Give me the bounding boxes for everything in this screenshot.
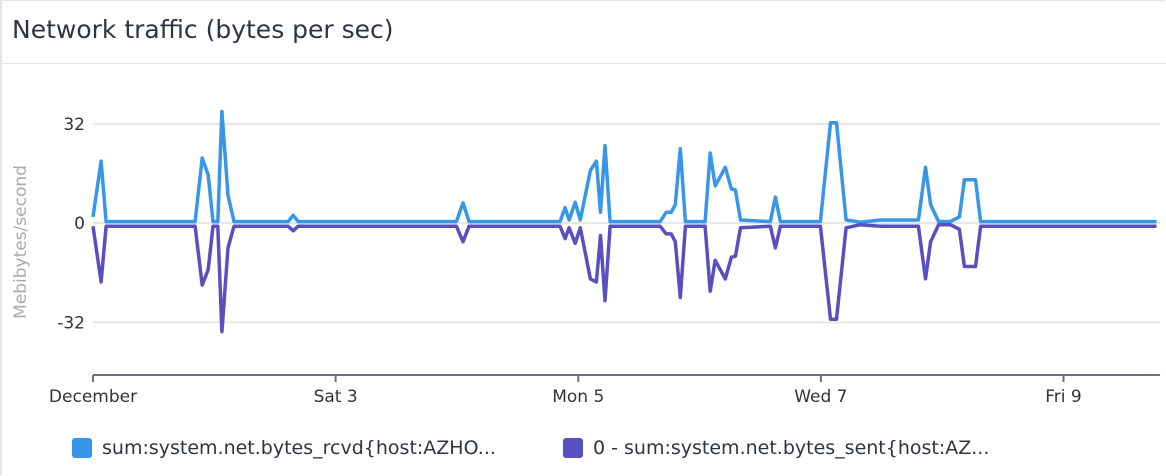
legend-swatch-rcvd [72,438,92,458]
widget-title: Network traffic (bytes per sec) [12,15,394,44]
x-tick-label: Fri 9 [1045,387,1081,407]
x-tick-label: Sat 3 [314,387,358,407]
y-tick-label: -32 [57,313,85,333]
y-tick-label: 32 [63,115,85,135]
legend-swatch-sent [563,438,583,458]
x-tick-label: Mon 5 [552,387,604,407]
x-tick-label: Wed 7 [794,387,847,407]
legend-label-sent: 0 - sum:system.net.bytes_sent{host:AZ... [593,437,990,459]
y-tick-label: 0 [74,214,85,234]
x-tick-label: December [49,387,137,407]
widget-header: Network traffic (bytes per sec) [0,0,1166,64]
legend-item-sent[interactable]: 0 - sum:system.net.bytes_sent{host:AZ... [563,437,989,459]
series-line-1 [91,222,1157,334]
legend-item-rcvd[interactable]: sum:system.net.bytes_rcvd{host:AZHO... [72,437,496,459]
y-axis-label: Mebibytes/second [11,165,31,319]
legend-label-rcvd: sum:system.net.bytes_rcvd{host:AZHO... [102,437,496,459]
series-line-0 [91,109,1157,224]
